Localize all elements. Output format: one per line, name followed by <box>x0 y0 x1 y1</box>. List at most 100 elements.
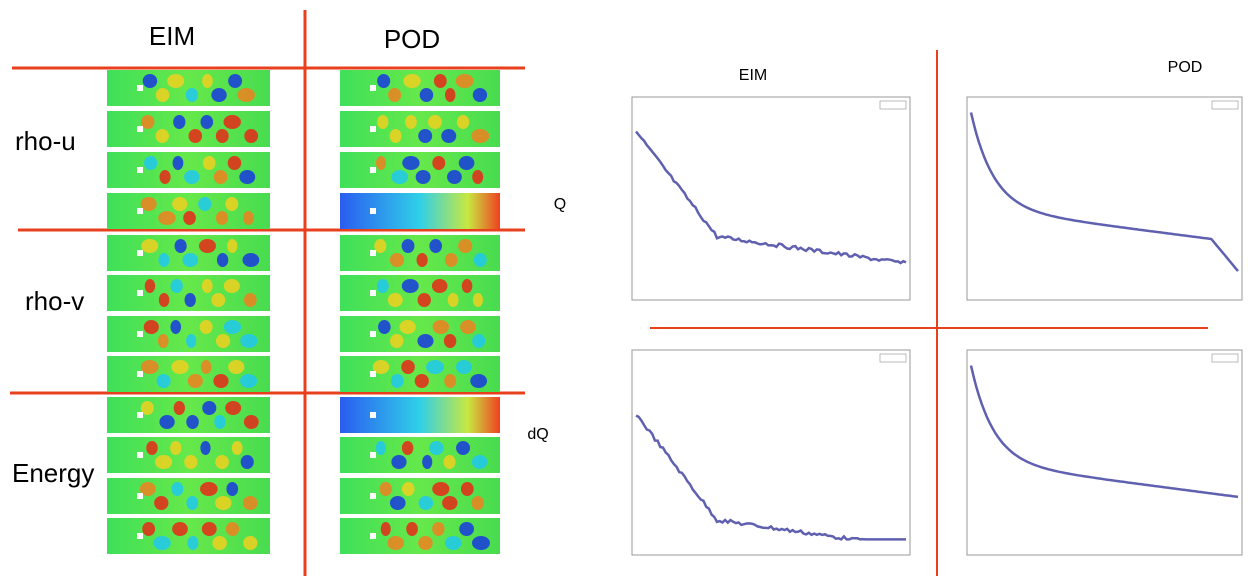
vortex <box>184 170 200 184</box>
vortex <box>389 253 405 267</box>
vortex <box>401 279 419 293</box>
cylinder <box>137 208 143 214</box>
field-background <box>340 518 500 554</box>
vortex <box>391 170 409 184</box>
legend-box <box>1211 353 1239 363</box>
vortex <box>378 320 391 334</box>
vortex <box>433 74 447 88</box>
plot <box>966 96 1243 301</box>
vortex <box>472 293 483 307</box>
vortex <box>414 374 429 388</box>
vortex <box>417 293 431 307</box>
vortex <box>167 74 185 88</box>
plot-frame <box>966 96 1243 301</box>
vortex <box>471 129 490 143</box>
vortex <box>211 293 226 307</box>
vortex <box>158 293 170 307</box>
vortex <box>432 320 449 334</box>
vortex <box>201 522 217 536</box>
vortex <box>140 115 155 129</box>
column-header: EIM <box>739 67 767 84</box>
cylinder <box>370 412 376 418</box>
vortex <box>225 522 240 536</box>
vortex <box>144 279 156 293</box>
vortex <box>461 279 473 293</box>
field-image <box>107 437 270 473</box>
vortex <box>211 88 227 102</box>
vortex <box>243 415 259 429</box>
legend-box <box>879 100 907 110</box>
vortex <box>215 455 229 469</box>
vortex <box>146 441 158 455</box>
vortex <box>202 156 216 170</box>
field-image <box>340 193 500 229</box>
vortex <box>215 334 231 348</box>
vortex <box>228 360 245 374</box>
field-image <box>340 437 500 473</box>
field-image <box>340 356 500 392</box>
field-background <box>107 478 270 514</box>
vortex <box>459 522 474 536</box>
column-header: POD <box>384 24 440 54</box>
cylinder <box>137 371 143 377</box>
row-label: dQ <box>527 426 548 443</box>
vortex <box>419 88 434 102</box>
vortex <box>198 197 212 211</box>
vortex <box>458 156 475 170</box>
vortex <box>228 74 243 88</box>
row-label: rho-v <box>25 286 84 316</box>
field-background <box>107 518 270 554</box>
vortex <box>242 253 260 267</box>
vortex <box>418 129 433 143</box>
field-image <box>340 316 500 352</box>
vortex <box>473 253 487 267</box>
cylinder <box>137 85 143 91</box>
vortex <box>389 129 402 143</box>
vortex <box>429 239 442 253</box>
vortex <box>405 115 417 129</box>
vortex <box>403 74 421 88</box>
vortex <box>173 401 185 415</box>
vortex <box>242 496 258 510</box>
vortex <box>170 320 182 334</box>
vortex <box>402 156 420 170</box>
vortex <box>456 360 472 374</box>
column-header: POD <box>1168 59 1203 76</box>
cylinder <box>370 126 376 132</box>
cylinder <box>137 331 143 337</box>
cylinder <box>137 290 143 296</box>
vortex <box>458 239 473 253</box>
vortex <box>154 496 169 510</box>
vortex <box>379 482 392 496</box>
cylinder <box>137 167 143 173</box>
cylinder <box>370 371 376 377</box>
vortex <box>158 253 170 267</box>
vortex <box>447 293 459 307</box>
field-image <box>340 70 500 106</box>
vortex <box>428 115 442 129</box>
vortex <box>173 115 186 129</box>
vortex <box>470 374 487 388</box>
plot <box>631 96 911 301</box>
vortex <box>472 170 484 184</box>
vortex <box>187 374 203 388</box>
vortex <box>374 239 387 253</box>
vortex <box>456 115 470 129</box>
cylinder <box>137 533 143 539</box>
vortex <box>416 253 428 267</box>
vortex <box>444 536 462 550</box>
vortex <box>443 334 457 348</box>
vortex <box>199 320 213 334</box>
vortex <box>441 129 457 143</box>
field-image <box>107 356 270 392</box>
vortex <box>172 156 184 170</box>
vortex <box>155 129 169 143</box>
vortex <box>140 360 159 374</box>
vortex <box>472 536 490 550</box>
vortex <box>240 374 258 388</box>
vortex <box>141 239 159 253</box>
vortex <box>201 279 213 293</box>
right-panel: EIM POD Q dQ <box>527 50 1243 576</box>
vortex <box>471 455 488 469</box>
row-label: Q <box>554 196 566 213</box>
